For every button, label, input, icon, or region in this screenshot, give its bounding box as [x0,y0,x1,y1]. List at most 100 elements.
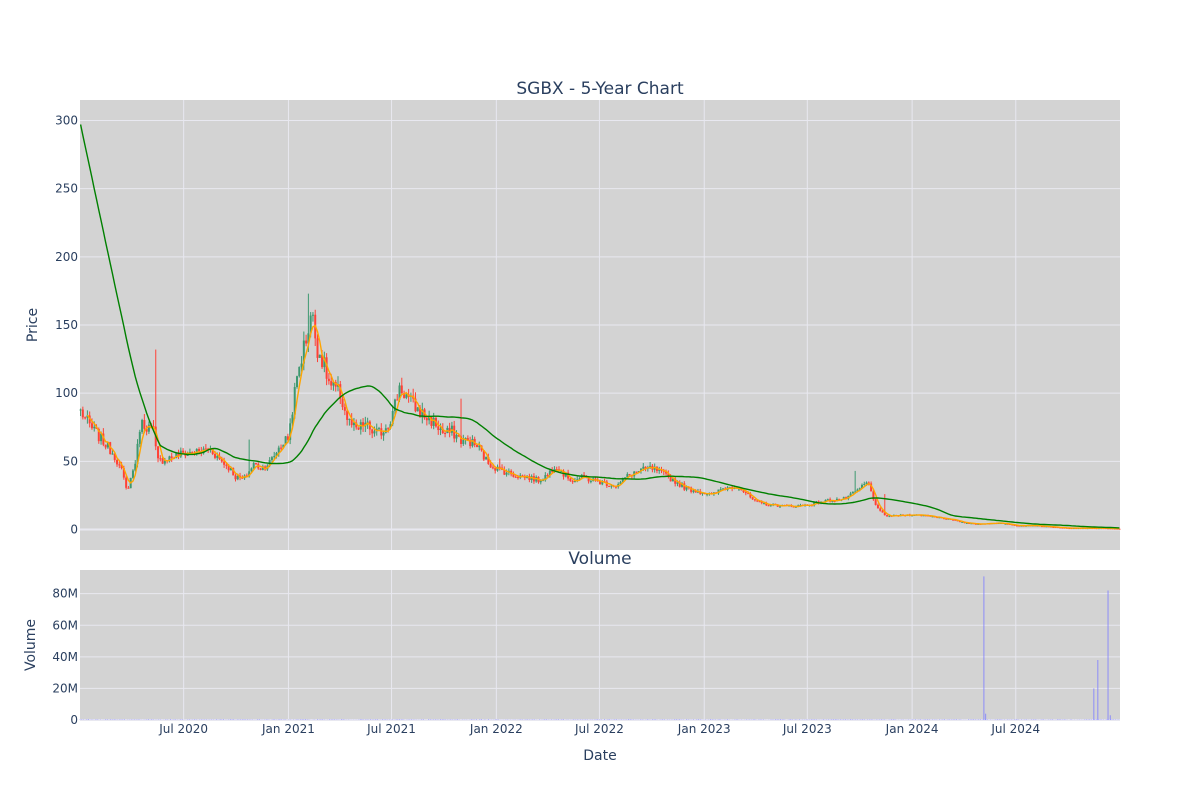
candle-body [448,427,451,433]
candle-body [389,424,392,429]
x-tick-label: Jul 2021 [366,722,416,736]
candle-body [79,409,82,411]
candle-body [608,485,611,487]
candle-body [343,407,346,411]
candle-body [138,431,141,444]
price-y-tick-label: 150 [55,318,78,332]
candle-body [104,444,107,448]
candle-body [635,471,638,473]
candle-body [305,340,308,344]
volume-y-tick-label: 60M [52,618,78,632]
candle-body [102,433,105,445]
candle-body [391,410,394,425]
candle-body [227,465,230,471]
candle-body [414,398,417,412]
volume-bars [79,576,1120,720]
candle-body [384,428,387,433]
candle-body [571,481,574,483]
candle-body [280,447,283,449]
moving-average-long-line [79,124,1120,529]
candle-body [478,445,481,448]
candle-body [954,519,957,521]
candle-body [658,469,661,471]
candle-body [671,478,674,482]
candle-body [302,340,305,364]
candle-body [876,504,879,509]
candle-body [400,385,403,394]
candle-body [589,481,592,483]
candle-body [191,452,194,454]
candle-body [444,433,447,435]
candle-body [291,414,294,424]
candle-body [332,382,335,386]
candle-body [441,428,444,434]
candle-body [692,490,695,492]
candle-body [220,458,223,462]
candle-body [236,475,239,480]
candle-body [387,428,390,430]
candle-body [475,444,478,448]
candle-body [516,477,519,479]
candle-body [1015,525,1018,527]
price-y-tick-label: 50 [63,454,78,468]
candle-body [460,436,463,444]
candle-body [874,499,877,505]
candle-body [437,426,440,431]
candle-body [432,417,435,426]
candle-body [601,481,604,485]
candle-body [767,505,770,507]
candle-body [628,474,631,476]
candle-body [640,468,643,472]
x-tick-label: Jul 2023 [782,722,832,736]
candle-body [546,475,549,477]
candle-body [355,422,358,428]
candle-body [931,516,934,518]
candle-body [685,486,688,490]
candle-body [838,498,841,501]
candle-body [626,474,629,478]
candle-body [624,477,627,479]
candle-body [482,450,485,460]
candle-body [259,468,262,470]
candle-body [86,415,89,418]
candle-body [753,499,756,501]
candle-body [106,442,109,448]
candle-body [177,452,180,457]
candle-body [886,515,889,517]
candle-body [122,468,125,478]
candle-body [683,483,686,490]
candle-body [289,423,292,440]
candle-body [362,422,365,427]
x-tick-label: Jan 2022 [469,722,523,736]
candle-body [564,472,567,477]
x-tick-label: Jul 2020 [158,722,208,736]
candle-body [548,470,551,476]
candle-body [382,432,385,436]
candle-body [717,489,720,494]
candle-body [261,466,264,470]
candle-body [505,472,508,475]
candle-body [778,506,781,508]
candle-body [113,453,116,460]
candle-body [644,466,647,469]
candle-body [318,354,321,358]
candle-body [405,394,408,398]
price-chart-title: SGBX - 5-Year Chart [516,79,684,99]
candle-body [1118,528,1121,530]
x-tick-label: Jan 2024 [885,722,939,736]
candle-body [860,484,863,489]
x-tick-label: Jul 2022 [574,722,624,736]
candle-body [879,508,882,511]
candle-body [352,422,355,426]
candle-body [366,421,369,423]
candle-body [831,501,834,503]
candle-body [229,467,232,471]
candle-body [198,449,201,452]
x-tick-label: Jul 2024 [990,722,1040,736]
candle-body [211,448,214,455]
x-tick-label: Jan 2023 [677,722,731,736]
candle-body [145,428,148,432]
candle-body [143,420,146,429]
volume-y-tick-label: 20M [52,681,78,695]
candle-body [485,457,488,460]
